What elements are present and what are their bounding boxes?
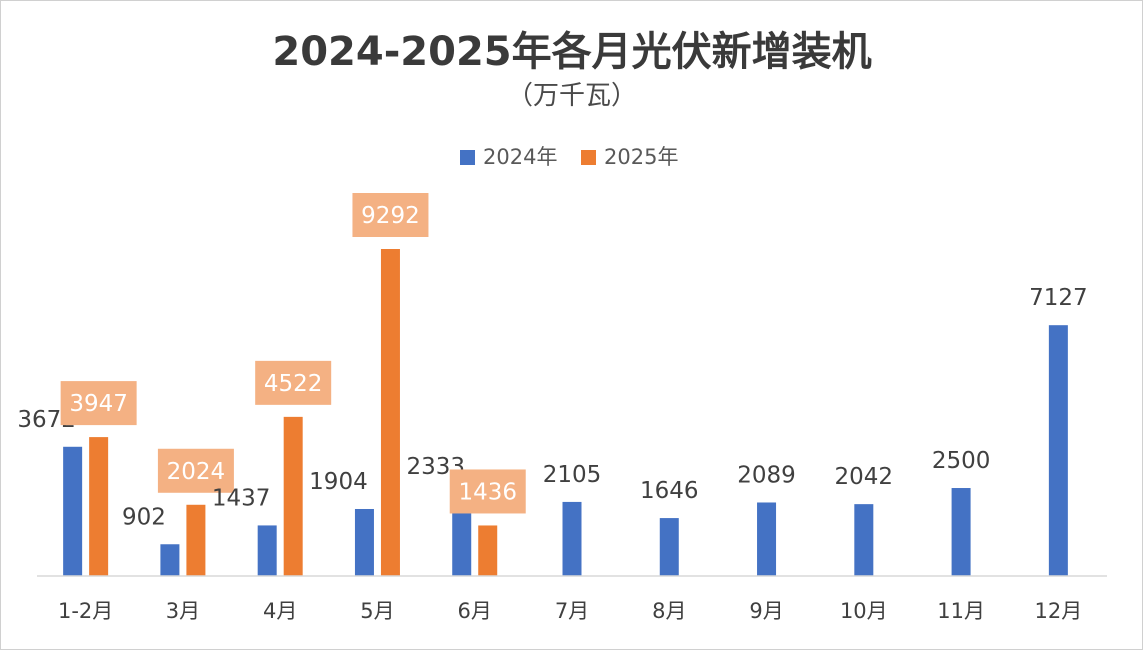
bar-2024 bbox=[354, 508, 374, 576]
data-label-box-2025 bbox=[352, 193, 429, 237]
bar-2024 bbox=[1048, 325, 1068, 576]
bar-2025 bbox=[380, 249, 400, 576]
legend-swatch-2025 bbox=[581, 150, 596, 165]
bar-2024 bbox=[562, 501, 582, 576]
data-label-2025: 1436 bbox=[458, 479, 517, 505]
data-label-2025: 2024 bbox=[167, 459, 226, 485]
data-label-box-2025 bbox=[255, 360, 332, 405]
data-label-2024: 2042 bbox=[835, 464, 894, 490]
bar-2025 bbox=[89, 437, 109, 576]
data-label-2025: 4522 bbox=[264, 371, 323, 397]
x-tick-label: 11月 bbox=[937, 599, 985, 623]
data-label-2024: 2500 bbox=[932, 448, 991, 474]
x-tick-label: 9月 bbox=[749, 599, 783, 623]
x-tick-label: 12月 bbox=[1034, 599, 1082, 623]
bar-2025 bbox=[186, 504, 206, 576]
data-label-2024: 1437 bbox=[212, 485, 271, 511]
chart-title: 2024-2025年各月光伏新增装机 bbox=[272, 29, 871, 75]
data-label-2024: 2089 bbox=[737, 462, 796, 488]
data-label-2024: 7127 bbox=[1029, 285, 1088, 311]
chart-legend: 2024年 2025年 bbox=[460, 145, 678, 169]
data-label-2024: 1646 bbox=[640, 478, 699, 504]
bar-2025 bbox=[283, 416, 303, 576]
bars-layer bbox=[63, 249, 1068, 576]
data-label-2024: 1904 bbox=[309, 469, 368, 495]
legend-label-2024: 2024年 bbox=[483, 145, 557, 169]
legend-swatch-2024 bbox=[460, 150, 475, 165]
legend-label-2025: 2025年 bbox=[604, 145, 678, 169]
x-tick-labels: 1-2月 3月 4月 5月 6月 7月 8月 9月 10月 11月 12月 bbox=[58, 599, 1082, 623]
data-label-2024: 902 bbox=[122, 504, 166, 530]
data-label-box-2025 bbox=[157, 448, 234, 493]
bar-2024 bbox=[160, 544, 180, 576]
x-tick-label: 4月 bbox=[263, 599, 297, 623]
bar-2024 bbox=[757, 502, 777, 576]
x-tick-label: 1-2月 bbox=[58, 599, 113, 623]
x-tick-label: 5月 bbox=[360, 599, 394, 623]
x-tick-label: 8月 bbox=[652, 599, 686, 623]
data-label-2024: 2105 bbox=[543, 462, 602, 488]
data-label-box-2025 bbox=[449, 469, 526, 514]
data-label-2025: 9292 bbox=[361, 203, 420, 229]
data-label-box-2025 bbox=[60, 381, 137, 426]
bar-2025 bbox=[478, 525, 498, 576]
bar-2024 bbox=[63, 446, 83, 576]
x-tick-label: 3月 bbox=[166, 599, 200, 623]
data-labels: 3672394790220241437452219049292233314362… bbox=[17, 193, 1088, 530]
bar-2024 bbox=[659, 518, 679, 576]
chart-subtitle: （万千瓦） bbox=[507, 81, 637, 111]
bar-2024 bbox=[951, 488, 971, 576]
x-tick-label: 10月 bbox=[840, 599, 888, 623]
x-tick-label: 7月 bbox=[555, 599, 589, 623]
data-label-2025: 3947 bbox=[69, 391, 128, 417]
bar-2024 bbox=[257, 525, 277, 576]
bar-2024 bbox=[854, 504, 874, 576]
bar-2024 bbox=[452, 493, 472, 576]
x-tick-label: 6月 bbox=[458, 599, 492, 623]
